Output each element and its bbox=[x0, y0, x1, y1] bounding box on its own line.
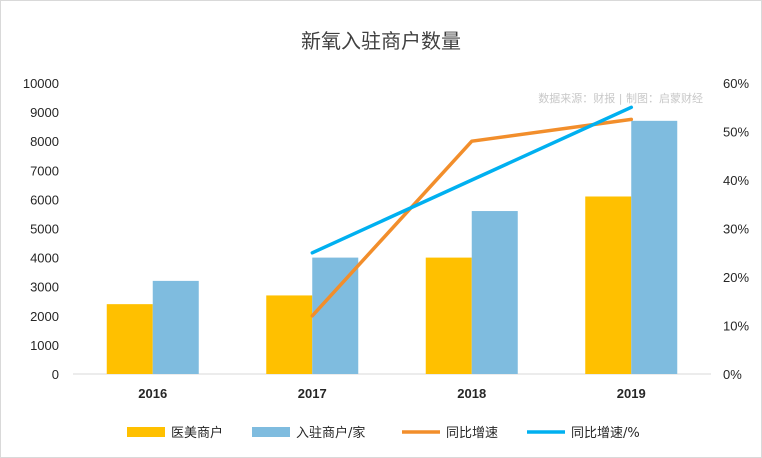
bars bbox=[106, 120, 678, 374]
bar-medical-merchants-2016 bbox=[106, 304, 153, 374]
legend-label: 入驻商户/家 bbox=[296, 425, 365, 441]
left-tick-label: 7000 bbox=[30, 163, 59, 178]
lines bbox=[310, 105, 634, 318]
left-tick-label: 6000 bbox=[30, 192, 59, 207]
bar-medical-merchants-2019 bbox=[585, 196, 632, 374]
bar-resident-merchants-2016 bbox=[152, 280, 199, 374]
bar-resident-merchants-2018 bbox=[471, 211, 518, 374]
left-tick-label: 8000 bbox=[30, 134, 59, 149]
bar-medical-merchants-2017 bbox=[266, 295, 313, 374]
right-tick-label: 40% bbox=[723, 173, 749, 188]
right-tick-label: 20% bbox=[723, 270, 749, 285]
bar-resident-merchants-2017 bbox=[312, 257, 359, 374]
legend-label: 医美商户 bbox=[171, 425, 223, 441]
source-note: 数据来源：财报 | 制图：启蒙财经 bbox=[538, 91, 703, 105]
line-yoy-growth-pct bbox=[310, 105, 634, 255]
left-axis-ticks: 0 1000 2000 3000 4000 5000 6000 7000 8000 9000 100… bbox=[23, 76, 59, 382]
right-tick-label: 0% bbox=[723, 367, 742, 382]
category-label: 2019 bbox=[617, 386, 646, 401]
line-yoy-growth bbox=[310, 117, 634, 318]
left-tick-label: 4000 bbox=[30, 251, 59, 266]
left-tick-label: 3000 bbox=[30, 280, 59, 295]
left-tick-label: 5000 bbox=[30, 222, 59, 237]
legend-swatch bbox=[252, 427, 290, 437]
category-label: 2018 bbox=[457, 386, 486, 401]
right-tick-label: 30% bbox=[723, 222, 749, 237]
right-tick-label: 10% bbox=[723, 319, 749, 334]
bar-resident-merchants-2019 bbox=[631, 120, 678, 374]
legend-label: 同比增速 bbox=[446, 426, 498, 441]
left-tick-label: 9000 bbox=[30, 105, 59, 120]
legend-label: 同比增速/% bbox=[571, 426, 640, 441]
right-tick-label: 50% bbox=[723, 125, 749, 140]
category-label: 2016 bbox=[138, 386, 167, 401]
category-labels: 2016 2017 2018 2019 bbox=[138, 386, 645, 401]
category-label: 2017 bbox=[298, 386, 327, 401]
left-tick-label: 10000 bbox=[23, 76, 59, 91]
legend: 医美商户 入驻商户/家 同比增速 同比增速/% bbox=[127, 425, 640, 441]
left-tick-label: 2000 bbox=[30, 309, 59, 324]
right-tick-label: 60% bbox=[723, 76, 749, 91]
left-tick-label: 0 bbox=[52, 367, 59, 382]
legend-swatch bbox=[127, 427, 165, 437]
left-tick-label: 1000 bbox=[30, 338, 59, 353]
chart-title: 新氧入驻商户数量 bbox=[301, 29, 461, 53]
right-axis-ticks: 0% 10% 20% 30% 40% 50% 60% bbox=[723, 76, 749, 382]
bar-medical-merchants-2018 bbox=[425, 257, 472, 374]
